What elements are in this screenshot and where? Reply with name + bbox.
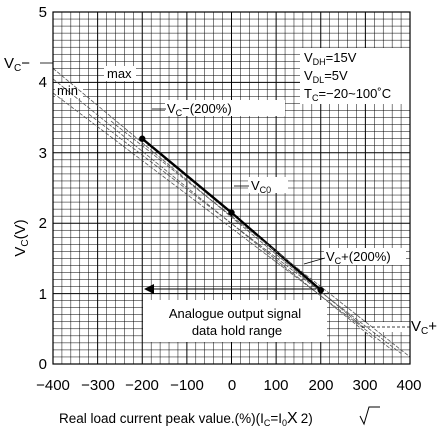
vdl-condition: VDL=5V	[304, 68, 348, 85]
x-tick-label: −300	[81, 377, 115, 394]
vc-plus-200-leader	[303, 257, 326, 265]
y-tick-label: 1	[39, 286, 47, 303]
x-tick-label: 200	[308, 377, 333, 394]
label-mask	[104, 66, 136, 81]
data-point	[139, 135, 146, 142]
plot-frame	[52, 11, 411, 365]
hold-range-arrow	[144, 284, 316, 294]
vc-minus-200-label: VC−(200%)	[167, 101, 232, 118]
x-tick-label: 400	[396, 377, 421, 394]
series-line-tolerance	[53, 68, 366, 330]
hold-range-text-1: Analogue output signal	[169, 306, 301, 321]
y-tick-label: 4	[39, 74, 47, 91]
label-mask	[300, 48, 410, 104]
x-axis-label: Real load current peak value.(%)(IC=I0X 2…	[59, 410, 313, 428]
vdh-condition: VDH=15V	[304, 50, 357, 67]
sqrt-symbol	[359, 406, 380, 426]
x-tick-label: −400	[36, 377, 70, 394]
series-line-tolerance	[110, 120, 410, 358]
x-tick-label: −100	[170, 377, 204, 394]
vc0-label: VC0	[251, 178, 271, 195]
hold-range-text-2: data hold range	[192, 323, 282, 338]
x-tick-label: −200	[125, 377, 159, 394]
vc-minus-label: VC−	[4, 55, 30, 74]
conditions-box: VDH=15V VDL=5V TC=−20~100˚C	[304, 50, 391, 103]
y-tick-label: 2	[39, 215, 47, 232]
y-tick-labels: 0 1 2 3 4 5	[39, 4, 47, 373]
series-line-tolerance	[53, 92, 393, 351]
data-point	[317, 286, 324, 294]
x-tick-label: 0	[228, 377, 236, 394]
vc-plus-label: VC+	[411, 318, 437, 337]
data-points	[139, 135, 324, 294]
label-mask	[248, 177, 288, 193]
x-tick-label: 300	[352, 377, 377, 394]
series-line-tolerance	[88, 113, 402, 354]
y-tick-label: 3	[39, 145, 47, 162]
y-axis-label: VC(V)	[12, 219, 31, 256]
label-mask	[143, 300, 327, 342]
min-label: min	[57, 83, 78, 98]
label-mask	[55, 83, 83, 98]
data-point	[228, 209, 235, 216]
max-label: max	[107, 66, 132, 81]
vc-plus-200-label: VC+(200%)	[326, 249, 391, 266]
label-mask	[324, 248, 406, 265]
x-tick-labels: −400 −300 −200 −100 0 100 200 300 400	[36, 377, 421, 394]
y-tick-label: 5	[39, 4, 47, 21]
tc-condition: TC=−20~100˚C	[304, 86, 391, 103]
x-tick-label: 100	[263, 377, 288, 394]
label-mask	[165, 100, 285, 116]
y-tick-label: 0	[39, 356, 47, 373]
